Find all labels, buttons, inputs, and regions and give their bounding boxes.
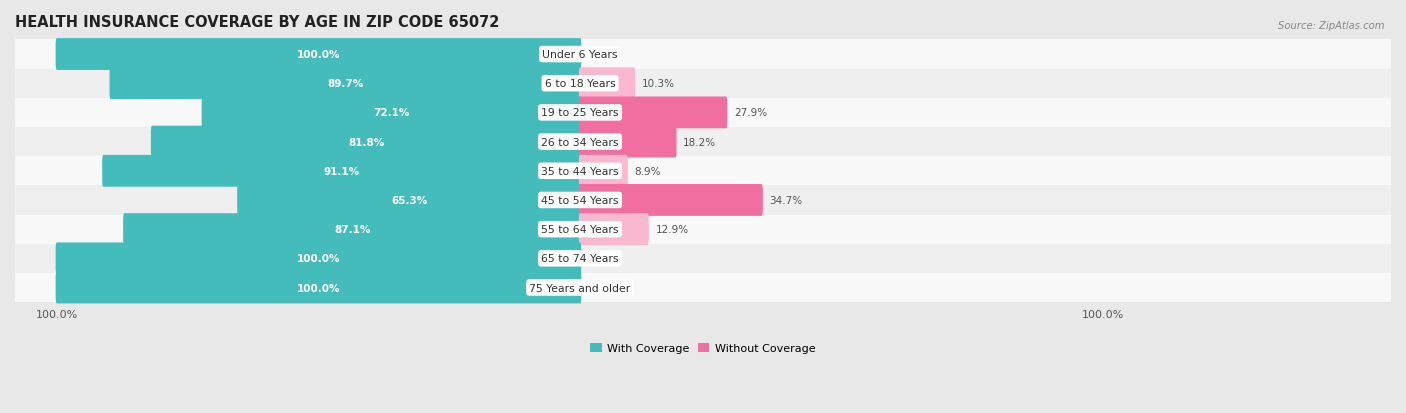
Text: 81.8%: 81.8% [347,137,384,147]
Text: 100.0%: 100.0% [297,254,340,263]
FancyBboxPatch shape [579,155,628,187]
Text: 65.3%: 65.3% [391,195,427,205]
Text: 6 to 18 Years: 6 to 18 Years [544,79,616,89]
Text: 27.9%: 27.9% [734,108,768,118]
FancyBboxPatch shape [56,272,581,304]
FancyBboxPatch shape [579,185,763,216]
Bar [15,186,1391,215]
Text: 55 to 64 Years: 55 to 64 Years [541,225,619,235]
Text: 0.0%: 0.0% [591,254,617,263]
Text: 72.1%: 72.1% [373,108,409,118]
Text: 34.7%: 34.7% [769,195,803,205]
Bar [15,215,1391,244]
Text: 8.9%: 8.9% [634,166,661,176]
Bar [15,244,1391,273]
Bar [15,157,1391,186]
Text: 75 Years and older: 75 Years and older [530,283,631,293]
FancyBboxPatch shape [579,126,676,158]
Text: 18.2%: 18.2% [683,137,716,147]
Text: 26 to 34 Years: 26 to 34 Years [541,137,619,147]
Bar [15,273,1391,302]
Text: 45 to 54 Years: 45 to 54 Years [541,195,619,205]
Text: 91.1%: 91.1% [323,166,360,176]
Text: 100.0%: 100.0% [297,50,340,60]
Text: 89.7%: 89.7% [328,79,364,89]
FancyBboxPatch shape [103,155,581,187]
Bar [15,128,1391,157]
FancyBboxPatch shape [579,68,636,100]
Text: 12.9%: 12.9% [655,225,689,235]
FancyBboxPatch shape [56,39,581,71]
Text: 19 to 25 Years: 19 to 25 Years [541,108,619,118]
Text: HEALTH INSURANCE COVERAGE BY AGE IN ZIP CODE 65072: HEALTH INSURANCE COVERAGE BY AGE IN ZIP … [15,15,499,30]
Bar [15,99,1391,128]
Text: 100.0%: 100.0% [297,283,340,293]
FancyBboxPatch shape [124,214,581,245]
Text: 65 to 74 Years: 65 to 74 Years [541,254,619,263]
Text: Source: ZipAtlas.com: Source: ZipAtlas.com [1278,21,1385,31]
Text: 87.1%: 87.1% [335,225,370,235]
Legend: With Coverage, Without Coverage: With Coverage, Without Coverage [586,339,820,358]
Text: 10.3%: 10.3% [641,79,675,89]
FancyBboxPatch shape [110,68,581,100]
FancyBboxPatch shape [56,243,581,275]
Text: 0.0%: 0.0% [591,283,617,293]
Text: Under 6 Years: Under 6 Years [543,50,617,60]
FancyBboxPatch shape [579,214,648,245]
Text: 35 to 44 Years: 35 to 44 Years [541,166,619,176]
Bar [15,40,1391,69]
Bar [15,69,1391,99]
FancyBboxPatch shape [579,97,727,129]
FancyBboxPatch shape [201,97,581,129]
FancyBboxPatch shape [238,185,581,216]
FancyBboxPatch shape [150,126,581,158]
Text: 0.0%: 0.0% [591,50,617,60]
